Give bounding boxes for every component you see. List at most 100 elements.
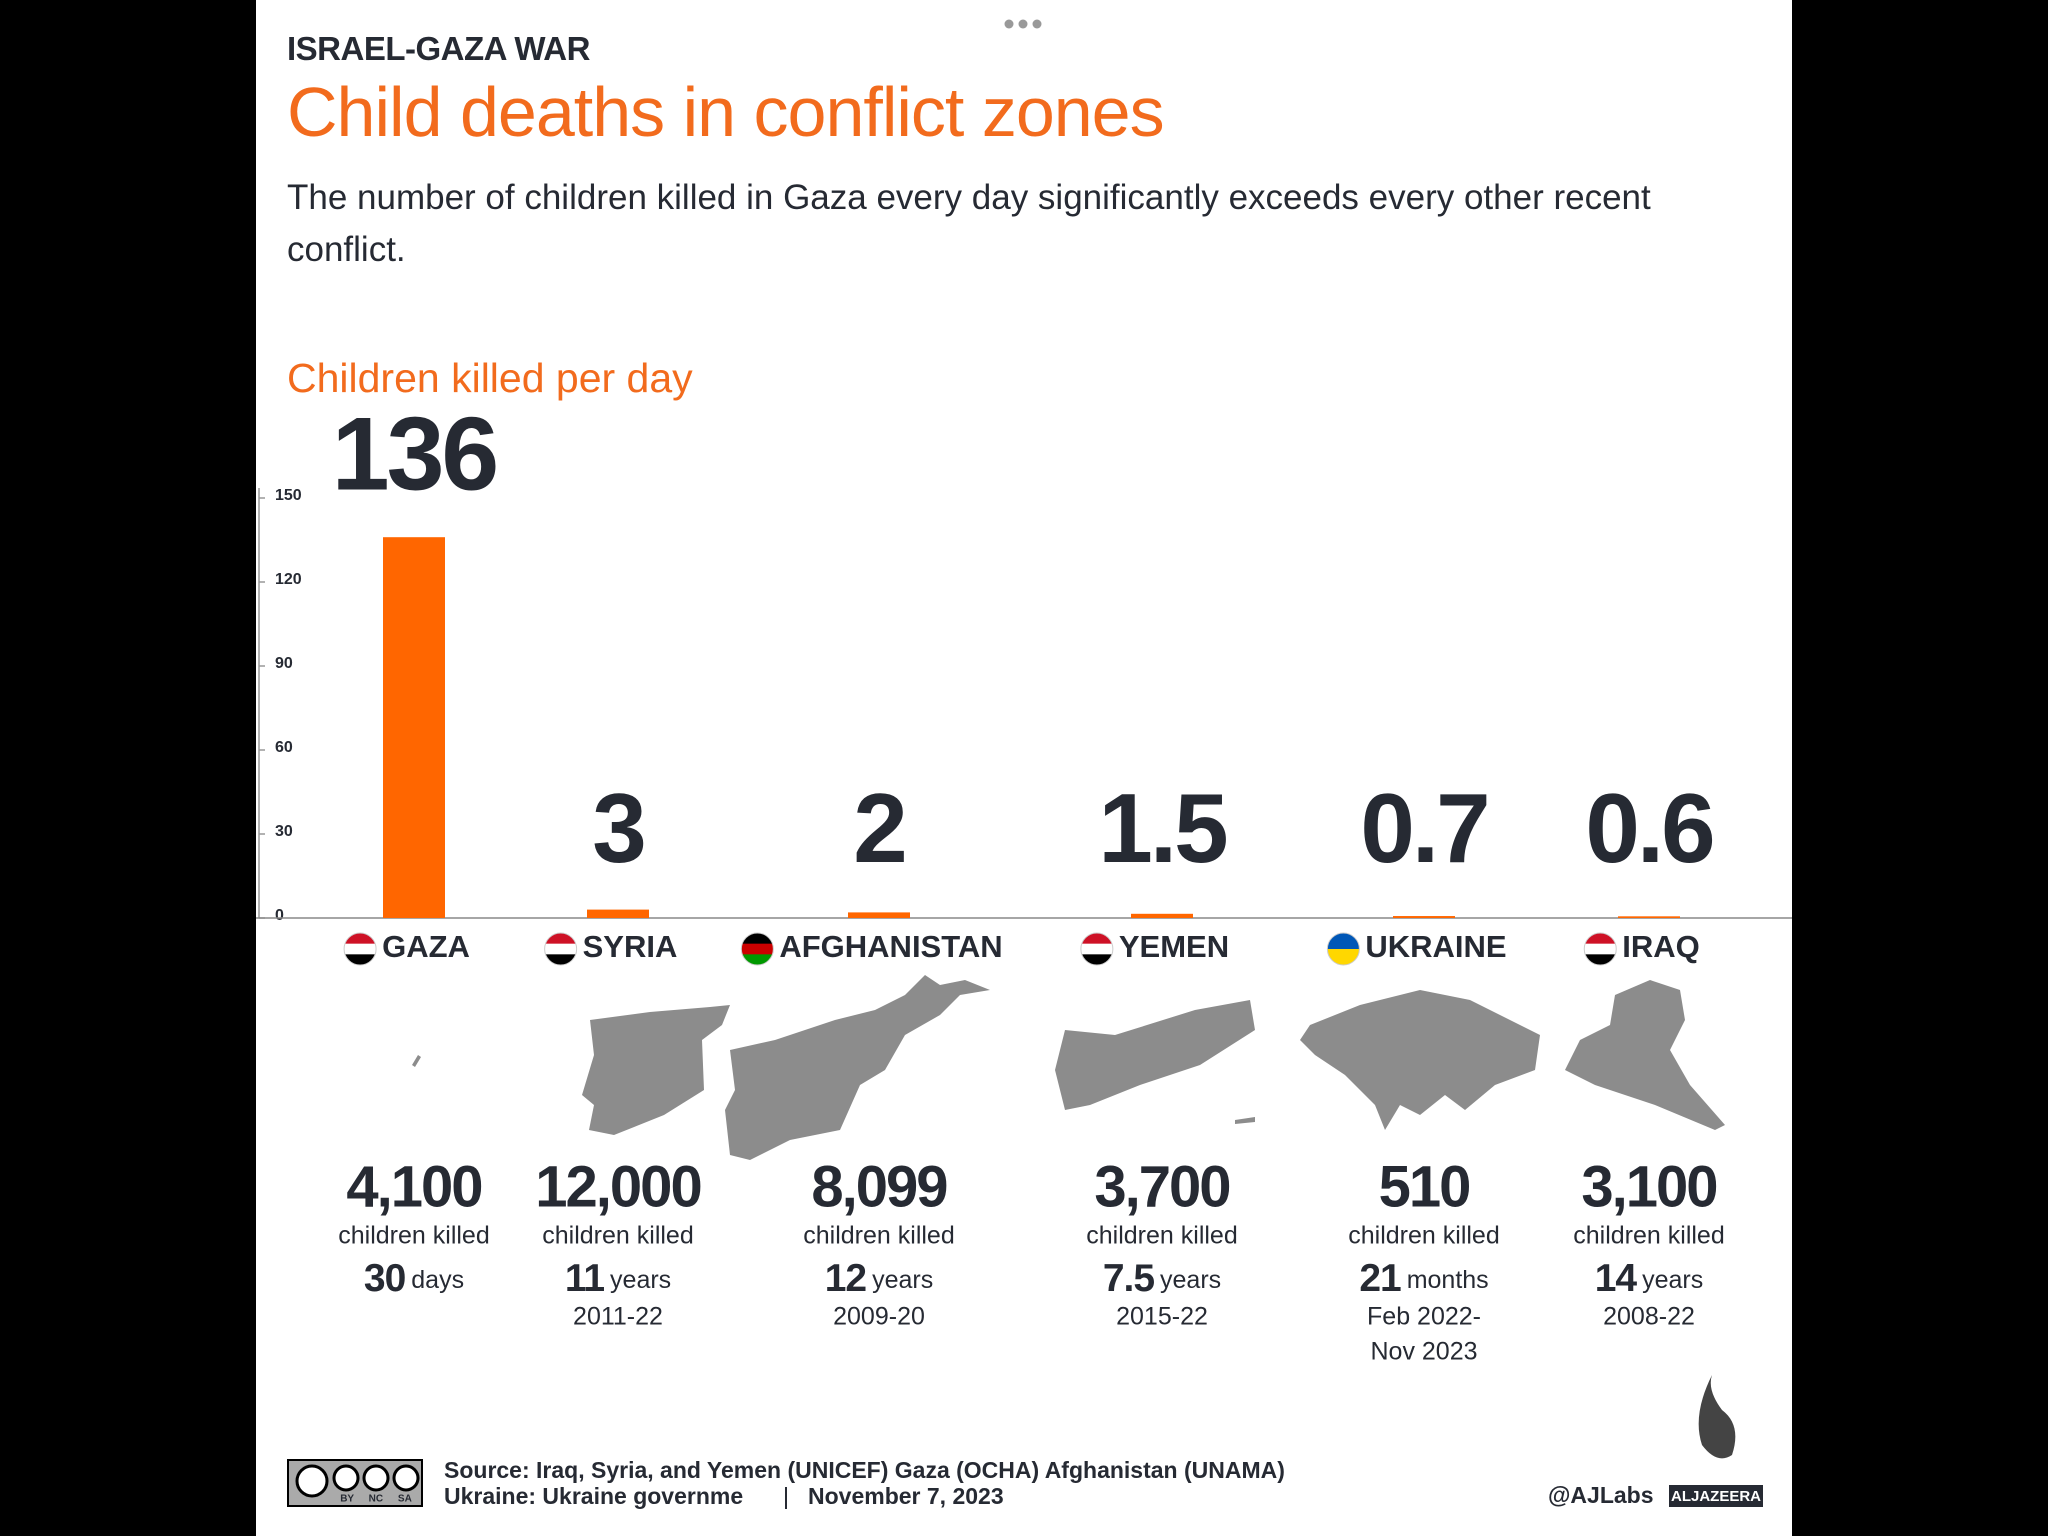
kicker: ISRAEL-GAZA WAR <box>287 30 590 67</box>
menu-dots[interactable] <box>1004 19 1042 29</box>
x-tick-label: UKRAINE <box>1365 929 1506 964</box>
flag-stripe <box>544 954 577 965</box>
value-label: 3 <box>592 773 644 883</box>
duration-number: 21 <box>1359 1257 1401 1300</box>
map-ukraine <box>1300 990 1540 1130</box>
duration: 21 months <box>1359 1257 1488 1300</box>
caption: children killed <box>1348 1222 1499 1250</box>
period: 2009-20 <box>833 1303 925 1331</box>
flag-border <box>544 932 578 966</box>
y-tick-label: 150 <box>275 487 302 504</box>
period: Nov 2023 <box>1370 1338 1477 1366</box>
period: 2008-22 <box>1603 1303 1695 1331</box>
y-tick-label: 90 <box>275 655 293 672</box>
duration-unit: days <box>411 1266 464 1294</box>
duration-number: 12 <box>825 1257 867 1300</box>
duration: 14 years <box>1595 1257 1704 1300</box>
caption: children killed <box>542 1222 693 1250</box>
total-killed: 12,000 <box>535 1154 700 1219</box>
flag <box>741 933 774 965</box>
cc-icon <box>362 1464 390 1492</box>
source-line: Ukraine: Ukraine governme <box>444 1483 743 1509</box>
map-gaza <box>412 1055 421 1067</box>
duration-number: 7.5 <box>1103 1257 1155 1300</box>
map-yemen <box>1055 1000 1255 1124</box>
y-tick-label: 30 <box>275 823 293 840</box>
value-label: 1.5 <box>1098 773 1226 883</box>
caption: children killed <box>803 1222 954 1250</box>
flag-stripe <box>741 933 774 945</box>
y-tick-label: 120 <box>275 571 302 588</box>
duration-number: 11 <box>565 1257 605 1300</box>
brand-box <box>1669 1485 1763 1507</box>
subtitle: The number of children killed in Gaza ev… <box>287 178 1651 269</box>
bar <box>587 909 649 918</box>
caption: children killed <box>338 1222 489 1250</box>
flag-stripe <box>344 943 377 955</box>
maps <box>412 975 1725 1160</box>
flag <box>1584 933 1617 965</box>
flag-stripe <box>1080 943 1113 955</box>
duration-unit: years <box>1160 1266 1221 1294</box>
duration: 12 years <box>825 1257 934 1300</box>
duration-number: 30 <box>364 1257 406 1300</box>
flag-border <box>343 932 377 966</box>
value-label: 0.7 <box>1360 773 1487 883</box>
y-tick-label: 0 <box>275 907 284 924</box>
bar <box>383 537 445 918</box>
flag-border <box>1326 932 1360 966</box>
handle: @AJLabs <box>1548 1482 1654 1508</box>
date: November 7, 2023 <box>808 1483 1004 1509</box>
caption: children killed <box>1086 1222 1237 1250</box>
total-killed: 4,100 <box>346 1154 481 1219</box>
cc-icon <box>295 1464 329 1498</box>
flag-stripe <box>1584 933 1617 945</box>
value-label: 0.6 <box>1585 773 1712 883</box>
flag-stripe <box>1584 943 1617 955</box>
chart-title: Children killed per day <box>287 355 693 401</box>
duration: 30 days <box>364 1257 464 1300</box>
flag-stripe <box>1080 954 1113 965</box>
panel <box>256 0 1792 1536</box>
bar <box>848 912 910 918</box>
period: Feb 2022- <box>1367 1303 1481 1331</box>
x-tick-label: GAZA <box>382 929 470 964</box>
flag-border <box>740 932 774 966</box>
logo-mark <box>1698 1375 1736 1459</box>
cc-badge: BY NC SA <box>287 1459 423 1507</box>
title: Child deaths in conflict zones <box>287 73 1165 151</box>
y-tick-label: 60 <box>275 739 293 756</box>
duration-unit: years <box>872 1266 933 1294</box>
source-line: Source: Iraq, Syria, and Yemen (UNICEF) … <box>444 1457 1285 1483</box>
flag <box>1327 933 1360 965</box>
flag-stripe <box>544 933 577 945</box>
flag-stripe <box>1584 954 1617 965</box>
x-tick-label: YEMEN <box>1119 929 1229 964</box>
total-killed: 8,099 <box>811 1154 947 1219</box>
license: BY NC SA <box>340 1494 412 1505</box>
dot <box>1004 19 1014 29</box>
caption: children killed <box>1573 1222 1724 1250</box>
brand: ALJAZEERA <box>1671 1488 1761 1505</box>
period: 2011-22 <box>573 1303 663 1331</box>
flag <box>544 933 577 965</box>
bar <box>1618 916 1680 918</box>
duration: 7.5 years <box>1103 1257 1221 1300</box>
flag <box>1080 933 1113 965</box>
map-syria <box>582 1005 730 1135</box>
flag <box>344 933 377 965</box>
total-killed: 3,100 <box>1581 1154 1716 1219</box>
flag-stripe <box>344 954 377 965</box>
flag-stripe <box>344 933 377 945</box>
flag-stripe <box>1327 949 1360 965</box>
duration-unit: years <box>1642 1266 1703 1294</box>
value-label: 2 <box>853 773 905 883</box>
flag-border <box>1583 932 1617 966</box>
duration: 11 years <box>565 1257 671 1300</box>
total-killed: 3,700 <box>1094 1154 1229 1219</box>
period: 2015-22 <box>1116 1303 1208 1331</box>
duration-unit: years <box>610 1266 671 1294</box>
flag-stripe <box>741 954 774 965</box>
x-tick-label: AFGHANISTAN <box>779 929 1002 964</box>
